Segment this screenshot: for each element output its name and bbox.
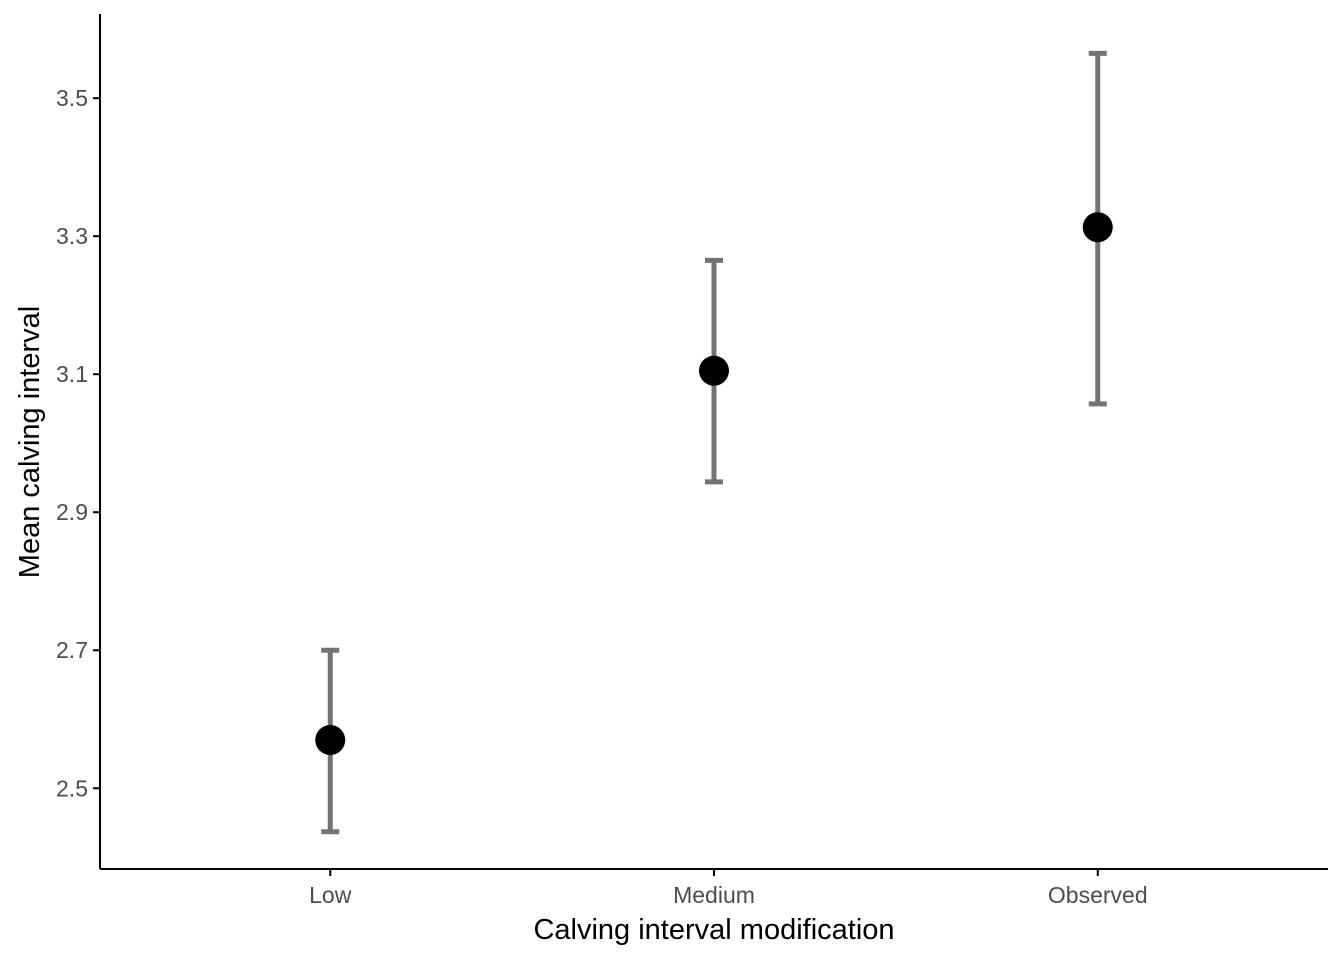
mean-point-low [315, 724, 346, 755]
y-tick-label: 3.5 [56, 85, 88, 111]
y-tick-label: 3.3 [56, 223, 88, 249]
y-tick-label: 2.5 [56, 775, 88, 801]
y-tick-label: 2.7 [56, 637, 88, 663]
mean-points [315, 212, 1113, 755]
y-tick-label: 2.9 [56, 499, 88, 525]
x-tick-label: Observed [1048, 882, 1148, 908]
x-tick-label: Medium [673, 882, 755, 908]
error-bars [321, 50, 1107, 835]
mean-point-medium [699, 355, 729, 386]
x-ticks: Low Medium Observed [309, 869, 1148, 908]
x-tick-label: Low [309, 882, 352, 908]
x-axis-title: Calving interval modification [533, 914, 894, 946]
y-ticks: 2.5 2.7 2.9 3.1 3.3 3.5 [56, 85, 100, 801]
mean-point-observed [1082, 212, 1113, 243]
y-axis-title: Mean calving interval [14, 306, 46, 578]
y-tick-label: 3.1 [56, 361, 88, 387]
